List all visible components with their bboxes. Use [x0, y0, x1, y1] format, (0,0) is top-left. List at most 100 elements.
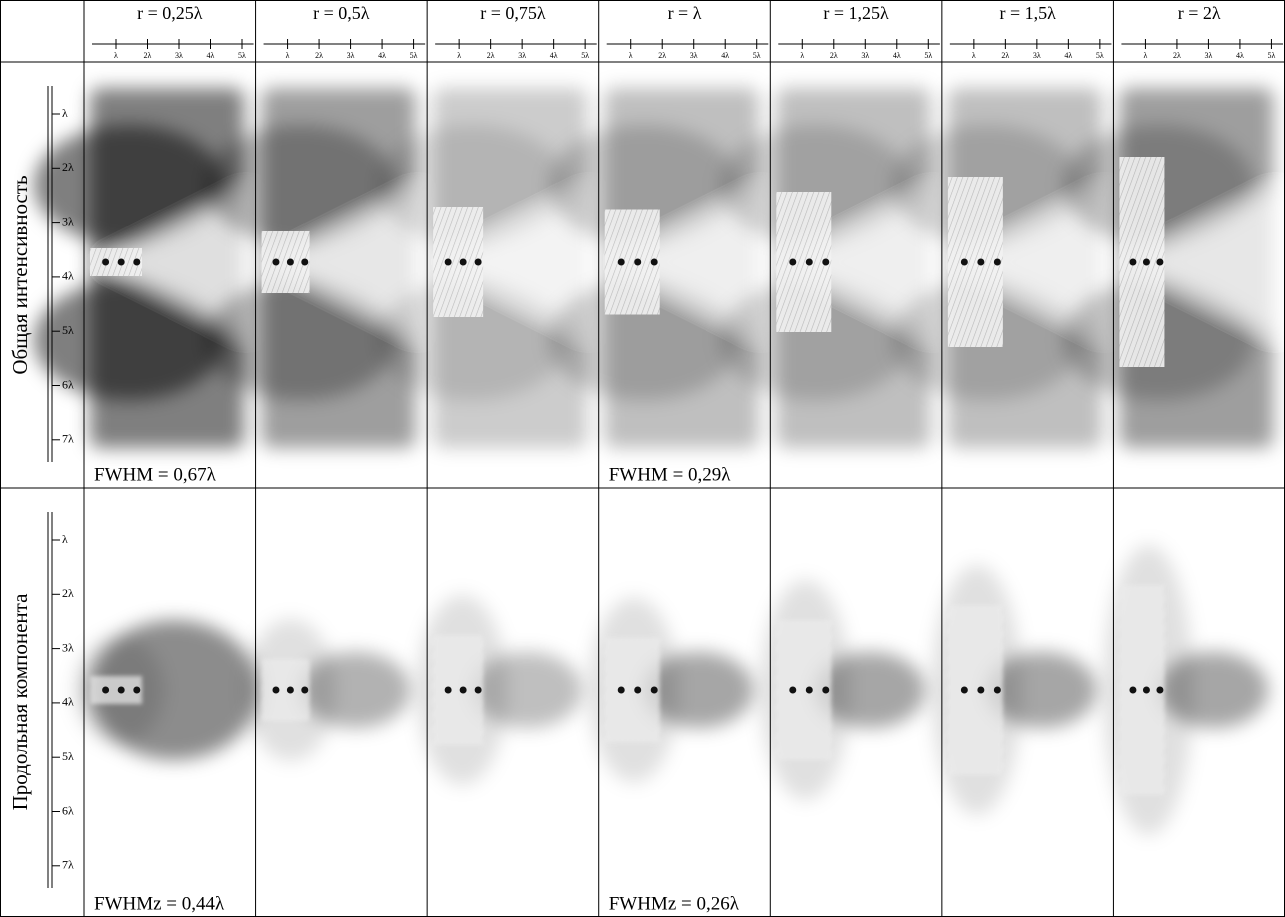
y-scale-label: 3λ [62, 214, 74, 228]
focus-dot [789, 259, 796, 266]
focus-dot [133, 259, 140, 266]
x-scale-label: 4λ [1064, 51, 1072, 60]
focus-dot [618, 259, 625, 266]
focus-dot [102, 259, 109, 266]
y-scale-label: 2λ [62, 160, 74, 174]
longitudinal-map [760, 580, 925, 800]
focus-dot [475, 259, 482, 266]
focus-dot [822, 259, 829, 266]
x-scale-label: 2λ [1001, 51, 1009, 60]
y-scale-label: 5λ [62, 749, 74, 763]
longitudinal-map [589, 598, 754, 783]
focus-dot [118, 687, 125, 694]
focus-dot [475, 687, 482, 694]
focus-dot [994, 259, 1001, 266]
focus-dot [1129, 259, 1136, 266]
y-scale-label: 5λ [62, 323, 74, 337]
x-scale-label: 2λ [487, 51, 495, 60]
column-header: r = 1,5λ [999, 3, 1056, 23]
x-scale-label: 3λ [518, 51, 526, 60]
fwhm-label: FWHMz = 0,26λ [609, 893, 740, 914]
column-header: r = 0,25λ [137, 3, 203, 23]
x-scale-label: 3λ [1204, 51, 1212, 60]
x-scale-label: 3λ [690, 51, 698, 60]
y-scale-label: 6λ [62, 377, 74, 391]
focus-dot [1143, 687, 1150, 694]
y-scale-label: 7λ [62, 432, 74, 446]
x-scale-label: 5λ [410, 51, 418, 60]
x-scale-label: λ [114, 51, 118, 60]
x-scale-label: 2λ [1173, 51, 1181, 60]
focus-dot [994, 687, 1001, 694]
x-scale-label: 4λ [550, 51, 558, 60]
x-scale-label: 5λ [581, 51, 589, 60]
focus-dot [460, 687, 467, 694]
focus-dot [1156, 687, 1163, 694]
x-scale-label: 2λ [144, 51, 152, 60]
y-scale-label: 3λ [62, 640, 74, 654]
focus-dot [301, 687, 308, 694]
y-scale-label: 6λ [62, 803, 74, 817]
focus-dot [634, 687, 641, 694]
focus-dot [1129, 687, 1136, 694]
x-scale-label: λ [286, 51, 290, 60]
longitudinal-map [246, 619, 411, 761]
focus-dot [102, 687, 109, 694]
y-scale-label: λ [62, 106, 68, 120]
focus-dot [961, 259, 968, 266]
focus-dot [1156, 259, 1163, 266]
y-scale-label: λ [62, 532, 68, 546]
column-header: r = 2λ [1178, 3, 1221, 23]
fwhm-label: FWHM = 0,67λ [94, 464, 217, 485]
x-scale-label: 3λ [1033, 51, 1041, 60]
focus-dot [651, 259, 658, 266]
y-scale-label: 4λ [62, 269, 74, 283]
x-scale-label: 2λ [315, 51, 323, 60]
focus-dot [445, 259, 452, 266]
column-header: r = 1,25λ [823, 3, 889, 23]
x-scale-label: 2λ [830, 51, 838, 60]
x-scale-label: 2λ [658, 51, 666, 60]
focus-dot [806, 259, 813, 266]
focus-dot [789, 687, 796, 694]
x-scale-label: 3λ [175, 51, 183, 60]
x-scale-label: λ [1143, 51, 1147, 60]
x-scale-label: 5λ [924, 51, 932, 60]
focus-dot [651, 687, 658, 694]
y-scale-label: 7λ [62, 858, 74, 872]
x-scale-label: 4λ [721, 51, 729, 60]
focus-dot [287, 687, 294, 694]
y-scale-label: 4λ [62, 695, 74, 709]
column-header: r = 0,5λ [313, 3, 370, 23]
longitudinal-map [932, 565, 1097, 815]
x-scale-label: 4λ [378, 51, 386, 60]
x-scale-label: 5λ [1096, 51, 1104, 60]
focus-dot [118, 259, 125, 266]
x-scale-label: 5λ [238, 51, 246, 60]
focus-dot [977, 259, 984, 266]
focus-dot [133, 687, 140, 694]
focus-dot [460, 259, 467, 266]
focus-dot [806, 687, 813, 694]
row-label: Общая интенсивность [8, 175, 32, 374]
x-scale-label: λ [457, 51, 461, 60]
longitudinal-map [417, 595, 582, 785]
fwhm-label: FWHMz = 0,44λ [94, 893, 225, 914]
y-scale-label: 2λ [62, 586, 74, 600]
x-scale-label: 4λ [207, 51, 215, 60]
x-scale-label: λ [629, 51, 633, 60]
focus-dot [301, 259, 308, 266]
row-label: Продольная компонента [8, 593, 32, 810]
focus-dot [618, 687, 625, 694]
figure: r = 0,25λλ2λ3λ4λ5λr = 0,5λλ2λ3λ4λ5λr = 0… [0, 0, 1285, 917]
x-scale-label: 5λ [753, 51, 761, 60]
longitudinal-map [74, 620, 259, 760]
column-header: r = λ [668, 3, 702, 23]
focus-dot [272, 687, 279, 694]
focus-dot [977, 687, 984, 694]
x-scale-label: 3λ [861, 51, 869, 60]
x-scale-label: 4λ [1236, 51, 1244, 60]
x-scale-label: 5λ [1267, 51, 1275, 60]
focus-dot [961, 687, 968, 694]
focus-dot [634, 259, 641, 266]
